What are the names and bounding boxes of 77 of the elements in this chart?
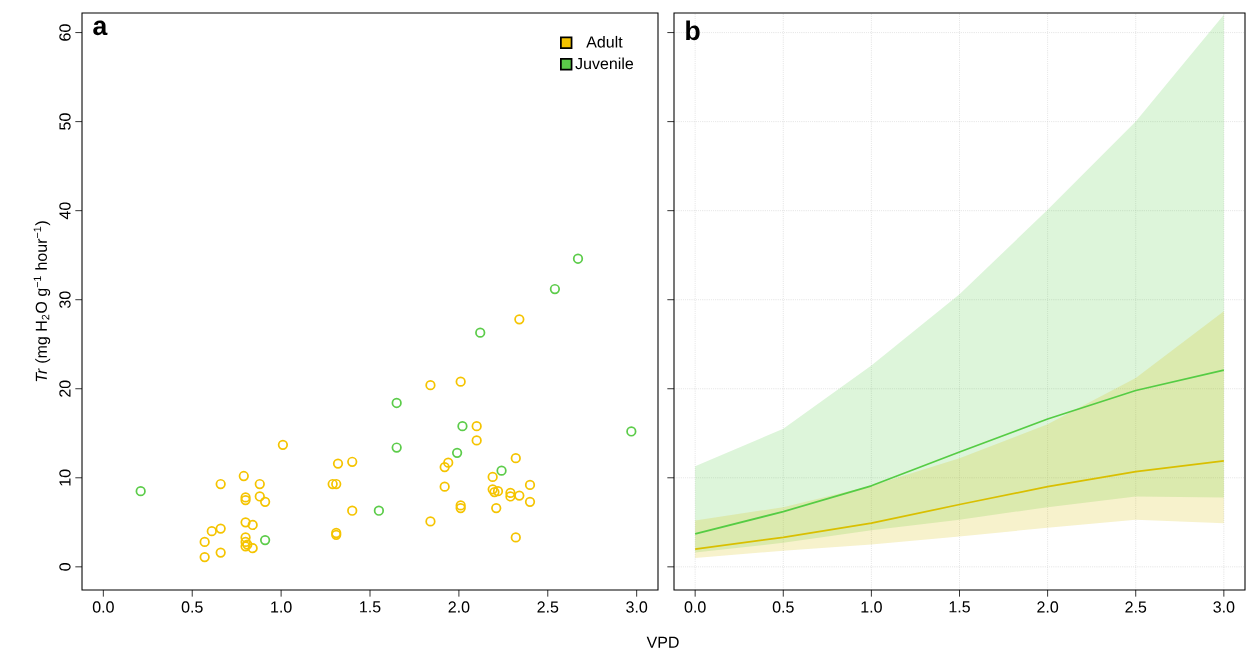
point: [425, 380, 436, 391]
point: [425, 516, 436, 527]
point: [514, 490, 525, 501]
point: [572, 253, 584, 264]
point: [240, 517, 251, 528]
point: [199, 536, 210, 548]
point: [451, 447, 463, 458]
point: [439, 481, 450, 492]
y-tick-label: 0: [59, 563, 71, 571]
point: [199, 551, 210, 563]
point: [524, 479, 536, 491]
point: [549, 283, 561, 295]
x-tick-label: 2.0: [448, 601, 470, 613]
chart-title: a: [93, 20, 108, 36]
y-tick-label: 60: [59, 24, 71, 41]
point: [524, 496, 536, 507]
point: [471, 421, 482, 432]
x-tick-label: 3.0: [1213, 601, 1235, 613]
y-tick-label: 40: [59, 202, 71, 220]
x-axis-title: VPD: [646, 636, 679, 648]
point: [505, 487, 516, 499]
point: [347, 456, 358, 467]
point: [475, 327, 486, 338]
point: [391, 442, 402, 453]
point: [391, 397, 402, 409]
x-tick-label: 3.0: [626, 601, 648, 613]
point: [331, 478, 342, 490]
point: [215, 478, 226, 490]
point: [332, 458, 344, 469]
point: [259, 534, 271, 546]
legend-label: Adult: [586, 35, 623, 48]
point: [277, 439, 289, 450]
point: [510, 453, 521, 464]
point: [471, 435, 482, 446]
x-tick-label: 2.5: [537, 601, 559, 613]
x-tick-label: 1.5: [360, 601, 381, 613]
x-tick-label: 0.0: [684, 601, 706, 613]
point: [254, 491, 265, 502]
point: [247, 543, 258, 554]
x-tick-label: 1.5: [949, 601, 970, 613]
point: [327, 478, 338, 490]
legend-label: Juvenile: [575, 57, 634, 70]
point: [254, 478, 265, 490]
point: [259, 496, 271, 507]
point: [373, 505, 385, 516]
point: [135, 486, 146, 497]
x-tick-label: 0.5: [772, 601, 794, 613]
point: [206, 526, 217, 537]
x-tick-label: 1.0: [861, 601, 882, 613]
point: [455, 376, 466, 387]
point: [215, 547, 226, 558]
point: [247, 519, 258, 531]
point: [215, 523, 226, 534]
point: [487, 471, 498, 483]
point: [514, 314, 525, 325]
point: [496, 465, 507, 476]
point: [347, 505, 358, 516]
chart-title: b: [686, 20, 700, 41]
y-tick-label: 30: [59, 291, 71, 308]
y-tick-label: 20: [59, 380, 71, 397]
y-tick-label: 50: [59, 113, 71, 130]
point: [238, 470, 249, 482]
x-tick-label: 1.0: [271, 601, 292, 613]
x-tick-label: 0.0: [92, 601, 114, 613]
x-tick-label: 2.5: [1125, 601, 1147, 613]
x-tick-label: 0.5: [181, 601, 203, 613]
y-tick-label: 10: [59, 469, 71, 486]
x-tick-label: 2.0: [1037, 601, 1059, 613]
point: [439, 461, 450, 473]
y-axis-title: Tr (mg H$_{2}$O g$^{−1}$ hour$^{−1}$): [33, 221, 51, 382]
point: [505, 491, 516, 502]
point: [491, 502, 502, 514]
point: [457, 421, 468, 432]
point: [240, 532, 251, 543]
point: [626, 426, 637, 437]
point: [443, 457, 454, 468]
point: [510, 532, 521, 543]
